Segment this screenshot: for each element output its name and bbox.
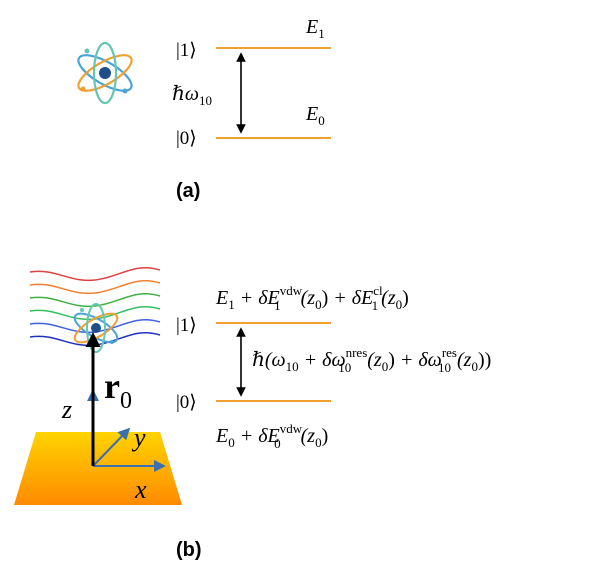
energy-0-label: E0 <box>305 103 325 128</box>
ket-0-label: |0⟩ <box>176 392 197 413</box>
panel-b-label: (b) <box>176 539 202 561</box>
axis-x-label: x <box>134 475 147 504</box>
lower-energy-expression: E0 + δEvdw 0 (z0) <box>215 421 328 451</box>
upper-energy-expression: E1 + δEvdw 1 (z0) + δEcl 1 (z0) <box>215 283 409 313</box>
field-waves <box>29 266 161 347</box>
axis-z-label: z <box>61 395 72 424</box>
panel-a: |1⟩ |0⟩ E1 E0 ℏω10 (a) <box>77 16 331 202</box>
panel-a-label: (a) <box>176 180 200 202</box>
ket-1-label: |1⟩ <box>176 315 197 336</box>
atom-icon <box>77 41 133 105</box>
panel-b: r0 z y x |1⟩ |0⟩ E1 + δEvdw 1 (z0) + δEcl 1… <box>14 266 491 561</box>
axis-y-line <box>92 427 131 467</box>
ket-1-label: |1⟩ <box>176 40 197 61</box>
axis-y-label: y <box>131 423 146 452</box>
ket-0-label: |0⟩ <box>176 128 197 149</box>
surface <box>14 432 182 505</box>
energy-1-label: E1 <box>305 16 325 41</box>
transition-expression: ℏ(ω10 + δωnres 10 (z0) + δωres 10 (z0)) <box>252 345 491 375</box>
transition-label: ℏω10 <box>172 83 212 108</box>
atom-icon <box>73 303 119 353</box>
position-vector-label: r0 <box>104 366 132 414</box>
